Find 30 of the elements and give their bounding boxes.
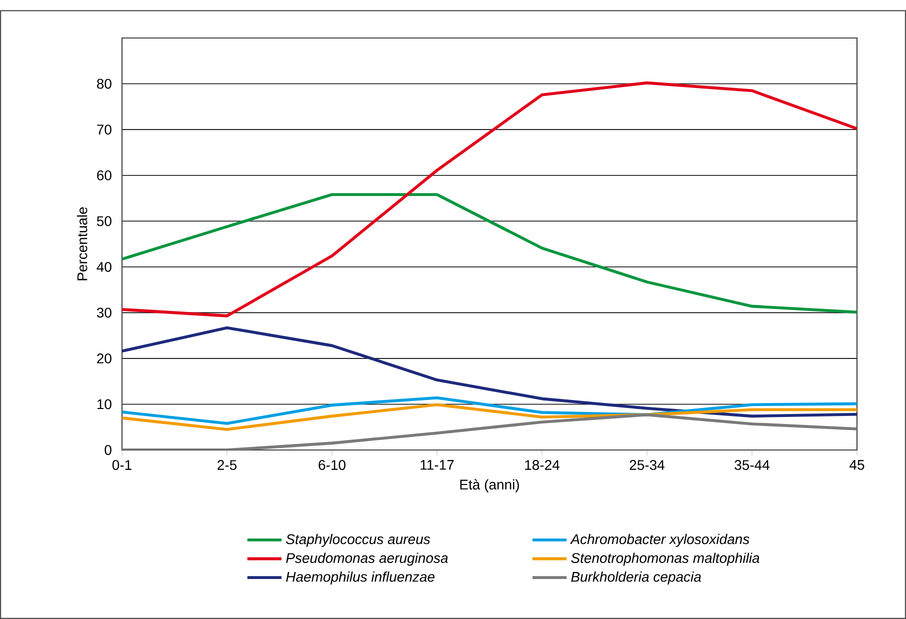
y-tick-label: 20 bbox=[97, 354, 112, 364]
line-series bbox=[122, 81, 857, 318]
x-tick-label: 6-10 bbox=[318, 460, 346, 470]
y-tick-label: 50 bbox=[96, 216, 112, 226]
legend-label: Staphylococcus aureus bbox=[286, 534, 430, 547]
y-tick-label: 70 bbox=[97, 124, 112, 135]
line-series bbox=[122, 396, 857, 425]
x-tick-label: 18-24 bbox=[525, 460, 560, 470]
x-tick-label: 25-34 bbox=[630, 460, 664, 470]
legend-label: Haemophilus influenzae bbox=[286, 572, 434, 585]
y-tick-label: 10 bbox=[97, 399, 112, 410]
legend-label: Burkholderia cepacia bbox=[571, 572, 701, 585]
line-series bbox=[122, 326, 857, 418]
line-series bbox=[122, 403, 857, 431]
legend-label: Stenotrophomonas maltophilia bbox=[571, 552, 760, 566]
y-axis-title: Percentuale bbox=[76, 207, 88, 280]
x-tick-label: 11-17 bbox=[420, 460, 454, 470]
line-series bbox=[122, 193, 857, 314]
x-tick-label: 0-1 bbox=[112, 460, 132, 470]
y-tick-label: 60 bbox=[97, 170, 112, 180]
x-tick-label: 35-44 bbox=[734, 460, 770, 470]
y-tick-label: 0 bbox=[104, 445, 112, 455]
legend-label: Achromobacter xylosoxidans bbox=[570, 534, 750, 547]
x-axis-title: Età (anni) bbox=[460, 479, 519, 492]
x-tick-label: 45 bbox=[850, 460, 864, 470]
y-tick-label: 40 bbox=[96, 262, 112, 272]
y-tick-label: 80 bbox=[96, 78, 112, 89]
legend-label: Pseudomonas aeruginosa bbox=[286, 552, 448, 566]
x-tick-label: 2-5 bbox=[218, 460, 237, 470]
y-tick-label: 30 bbox=[96, 308, 112, 318]
